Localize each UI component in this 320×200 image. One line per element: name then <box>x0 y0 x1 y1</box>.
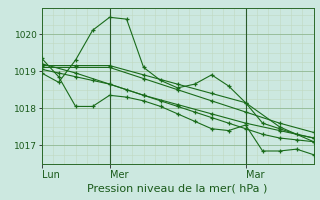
X-axis label: Pression niveau de la mer( hPa ): Pression niveau de la mer( hPa ) <box>87 184 268 194</box>
